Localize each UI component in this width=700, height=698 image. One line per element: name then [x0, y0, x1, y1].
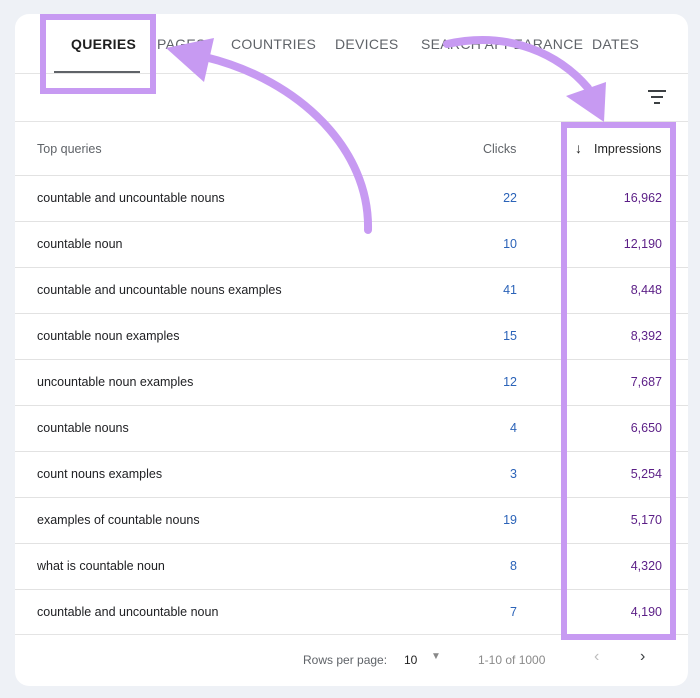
table-row[interactable]: countable noun 10 12,190	[15, 221, 688, 268]
tab-countries[interactable]: COUNTRIES	[231, 36, 317, 52]
header-impressions[interactable]: Impressions	[594, 142, 662, 156]
clicks-cell: 15	[503, 329, 517, 343]
clicks-cell: 8	[510, 559, 517, 573]
impressions-cell: 5,170	[630, 513, 662, 527]
rows-per-page-label: Rows per page:	[303, 653, 388, 667]
query-cell: what is countable noun	[37, 559, 165, 573]
query-cell: countable noun	[37, 237, 123, 251]
chevron-right-icon[interactable]: ›	[640, 648, 646, 665]
impressions-cell: 8,392	[630, 329, 662, 343]
table-row[interactable]: countable and uncountable nouns 22 16,96…	[15, 175, 688, 222]
clicks-cell: 19	[503, 513, 517, 527]
tab-dates[interactable]: DATES	[592, 36, 640, 52]
impressions-cell: 6,650	[630, 421, 662, 435]
impressions-cell: 7,687	[630, 375, 662, 389]
table-row[interactable]: what is countable noun 8 4,320	[15, 543, 688, 590]
arrow-down-icon[interactable]: ↓	[575, 140, 582, 156]
table-row[interactable]: countable noun examples 15 8,392	[15, 313, 688, 360]
divider	[15, 121, 688, 122]
filter-button[interactable]	[643, 86, 671, 108]
header-top-queries[interactable]: Top queries	[37, 142, 102, 156]
query-cell: count nouns examples	[37, 467, 163, 481]
table-row[interactable]: countable and uncountable nouns examples…	[15, 267, 688, 314]
table-row[interactable]: uncountable noun examples 12 7,687	[15, 359, 688, 406]
clicks-cell: 3	[510, 467, 517, 481]
impressions-cell: 4,320	[630, 559, 662, 573]
query-cell: examples of countable nouns	[37, 513, 200, 527]
divider	[15, 634, 688, 635]
clicks-cell: 22	[503, 191, 517, 205]
tab-devices[interactable]: DEVICES	[335, 36, 399, 52]
impressions-cell: 8,448	[630, 283, 662, 297]
table-row[interactable]: countable and uncountable noun 7 4,190	[15, 589, 688, 636]
tab-bar: QUERIES PAGES COUNTRIES DEVICES SEARCH A…	[15, 14, 688, 74]
rows-per-page-select[interactable]: 10	[404, 653, 418, 667]
pagination-range: 1-10 of 1000	[478, 653, 546, 667]
table-row[interactable]: count nouns examples 3 5,254	[15, 451, 688, 498]
chevron-left-icon[interactable]: ‹	[594, 648, 600, 665]
impressions-cell: 16,962	[623, 191, 662, 205]
active-tab-indicator	[54, 71, 140, 73]
tab-search-appearance[interactable]: SEARCH APPEARANCE	[421, 36, 584, 52]
clicks-cell: 41	[503, 283, 517, 297]
filter-list-icon	[648, 90, 666, 104]
query-cell: uncountable noun examples	[37, 375, 194, 389]
impressions-cell: 4,190	[630, 605, 662, 619]
query-cell: countable noun examples	[37, 329, 180, 343]
query-cell: countable and uncountable nouns examples	[37, 283, 282, 297]
chevron-down-icon[interactable]: ▼	[431, 651, 441, 662]
clicks-cell: 7	[510, 605, 517, 619]
impressions-cell: 12,190	[623, 237, 662, 251]
performance-card: QUERIES PAGES COUNTRIES DEVICES SEARCH A…	[15, 14, 688, 686]
clicks-cell: 4	[510, 421, 517, 435]
impressions-cell: 5,254	[630, 467, 662, 481]
divider	[15, 73, 688, 74]
table-row[interactable]: countable nouns 4 6,650	[15, 405, 688, 452]
query-cell: countable nouns	[37, 421, 129, 435]
table-row[interactable]: examples of countable nouns 19 5,170	[15, 497, 688, 544]
query-cell: countable and uncountable nouns	[37, 191, 225, 205]
tab-queries[interactable]: QUERIES	[71, 36, 137, 52]
query-cell: countable and uncountable noun	[37, 605, 219, 619]
tab-pages[interactable]: PAGES	[157, 36, 206, 52]
clicks-cell: 12	[503, 375, 517, 389]
header-clicks[interactable]: Clicks	[483, 142, 517, 156]
clicks-cell: 10	[503, 237, 517, 251]
